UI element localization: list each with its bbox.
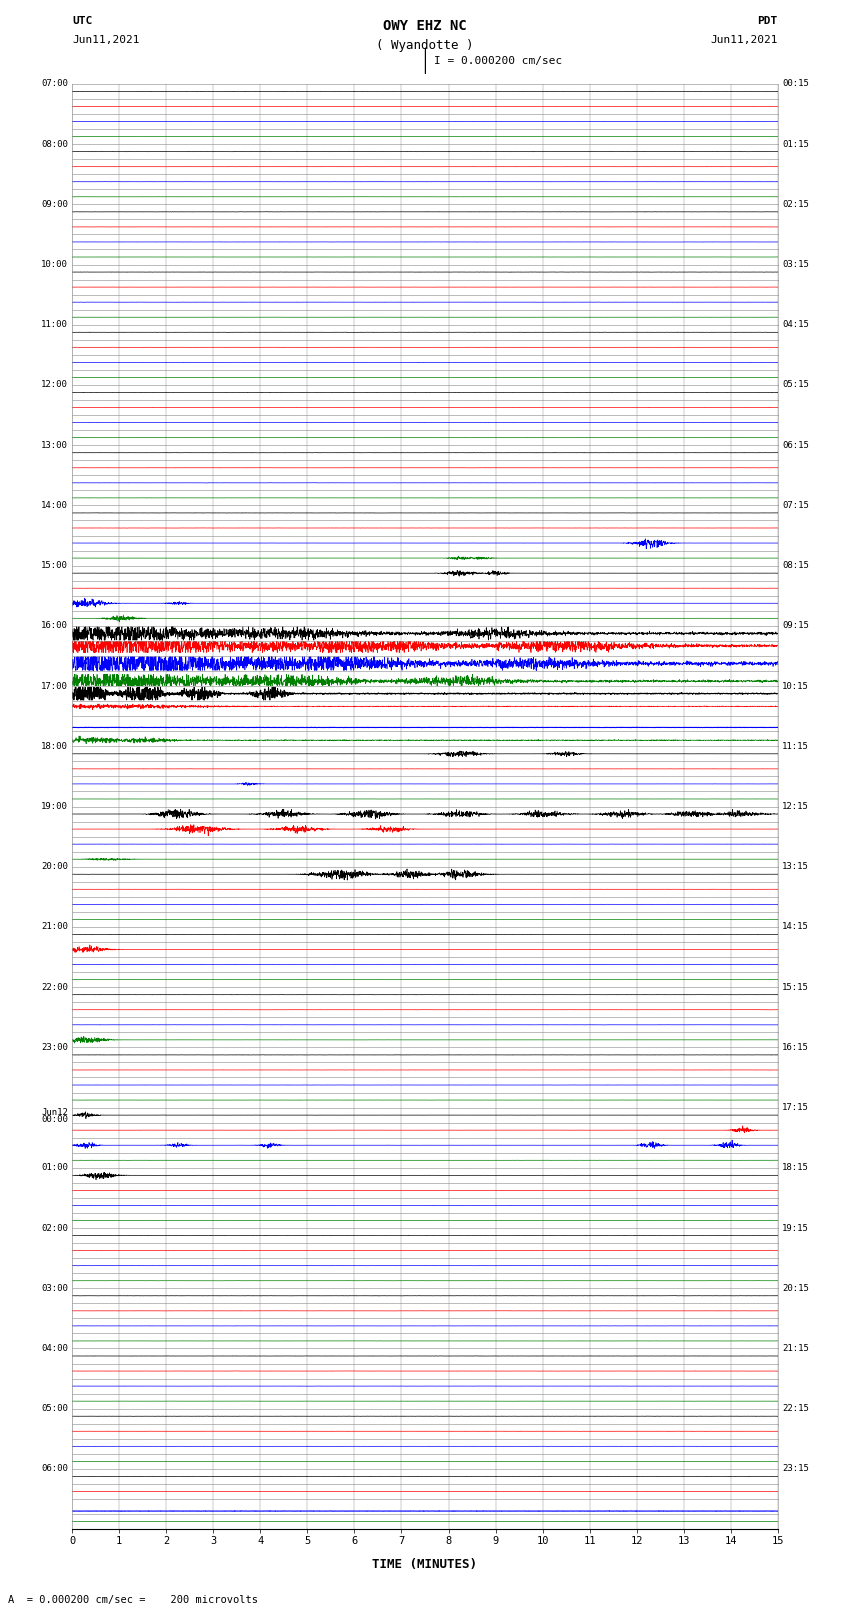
Text: 13:00: 13:00 — [41, 440, 68, 450]
Text: 03:00: 03:00 — [41, 1284, 68, 1292]
Text: 01:00: 01:00 — [41, 1163, 68, 1173]
Text: 03:15: 03:15 — [782, 260, 809, 269]
Text: 12:00: 12:00 — [41, 381, 68, 389]
Text: 14:15: 14:15 — [782, 923, 809, 931]
Text: 18:00: 18:00 — [41, 742, 68, 750]
Text: 05:00: 05:00 — [41, 1405, 68, 1413]
Text: 20:00: 20:00 — [41, 863, 68, 871]
Text: 11:15: 11:15 — [782, 742, 809, 750]
Text: 15:15: 15:15 — [782, 982, 809, 992]
Text: 18:15: 18:15 — [782, 1163, 809, 1173]
Text: TIME (MINUTES): TIME (MINUTES) — [372, 1558, 478, 1571]
Text: 04:00: 04:00 — [41, 1344, 68, 1353]
Text: 20:15: 20:15 — [782, 1284, 809, 1292]
Text: 08:15: 08:15 — [782, 561, 809, 569]
Text: 02:15: 02:15 — [782, 200, 809, 208]
Text: 02:00: 02:00 — [41, 1224, 68, 1232]
Text: 10:15: 10:15 — [782, 682, 809, 690]
Text: 09:15: 09:15 — [782, 621, 809, 631]
Text: 23:15: 23:15 — [782, 1465, 809, 1473]
Text: 05:15: 05:15 — [782, 381, 809, 389]
Text: 07:15: 07:15 — [782, 502, 809, 510]
Text: ( Wyandotte ): ( Wyandotte ) — [377, 39, 473, 52]
Text: 07:00: 07:00 — [41, 79, 68, 89]
Text: OWY EHZ NC: OWY EHZ NC — [383, 19, 467, 34]
Text: I = 0.000200 cm/sec: I = 0.000200 cm/sec — [434, 56, 562, 66]
Text: Jun12: Jun12 — [41, 1108, 68, 1116]
Text: Jun11,2021: Jun11,2021 — [711, 35, 778, 45]
Text: 19:15: 19:15 — [782, 1224, 809, 1232]
Text: PDT: PDT — [757, 16, 778, 26]
Text: 16:15: 16:15 — [782, 1044, 809, 1052]
Text: 11:00: 11:00 — [41, 321, 68, 329]
Text: 08:00: 08:00 — [41, 140, 68, 148]
Text: 17:15: 17:15 — [782, 1103, 809, 1111]
Text: 06:15: 06:15 — [782, 440, 809, 450]
Text: 06:00: 06:00 — [41, 1465, 68, 1473]
Text: A  = 0.000200 cm/sec =    200 microvolts: A = 0.000200 cm/sec = 200 microvolts — [8, 1595, 258, 1605]
Text: Jun11,2021: Jun11,2021 — [72, 35, 139, 45]
Text: 12:15: 12:15 — [782, 802, 809, 811]
Text: 19:00: 19:00 — [41, 802, 68, 811]
Text: 14:00: 14:00 — [41, 502, 68, 510]
Text: 09:00: 09:00 — [41, 200, 68, 208]
Text: 21:15: 21:15 — [782, 1344, 809, 1353]
Text: 01:15: 01:15 — [782, 140, 809, 148]
Text: 00:00: 00:00 — [41, 1115, 68, 1124]
Text: 04:15: 04:15 — [782, 321, 809, 329]
Text: 22:15: 22:15 — [782, 1405, 809, 1413]
Text: 16:00: 16:00 — [41, 621, 68, 631]
Text: 23:00: 23:00 — [41, 1044, 68, 1052]
Text: 10:00: 10:00 — [41, 260, 68, 269]
Text: 22:00: 22:00 — [41, 982, 68, 992]
Text: 00:15: 00:15 — [782, 79, 809, 89]
Text: 15:00: 15:00 — [41, 561, 68, 569]
Text: UTC: UTC — [72, 16, 93, 26]
Text: 17:00: 17:00 — [41, 682, 68, 690]
Text: 13:15: 13:15 — [782, 863, 809, 871]
Text: 21:00: 21:00 — [41, 923, 68, 931]
